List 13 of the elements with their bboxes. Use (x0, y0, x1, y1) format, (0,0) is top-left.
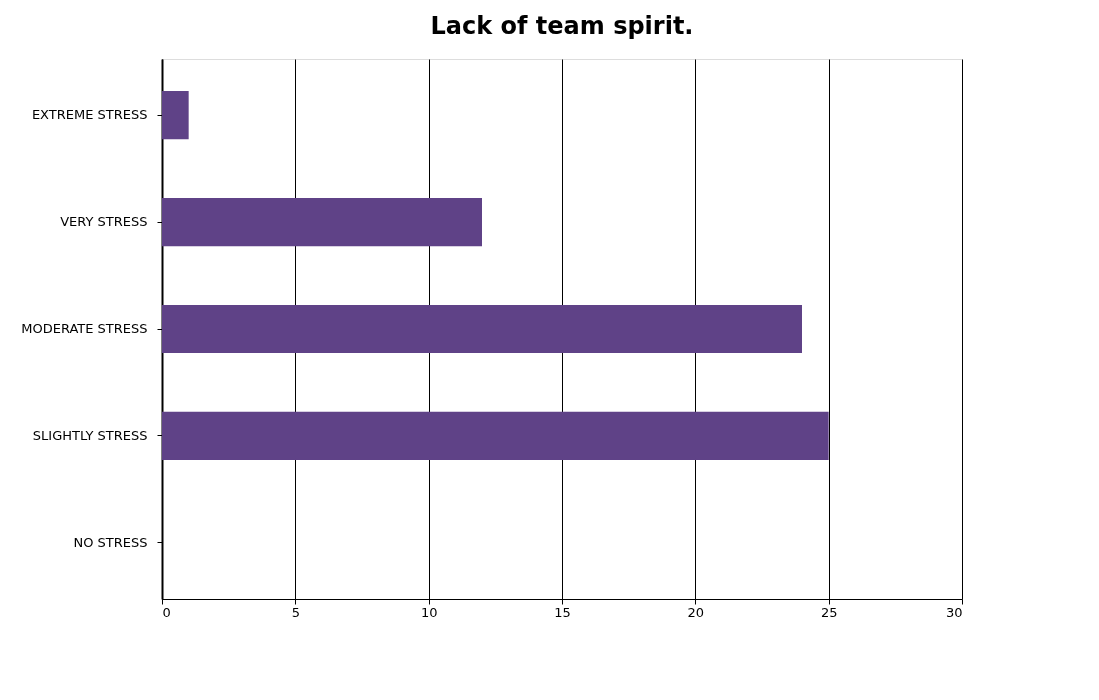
y-tick-label: EXTREME STRESS (31, 107, 148, 123)
x-tick-label: 15 (554, 604, 571, 620)
x-tick-label: 30 (945, 604, 963, 620)
x-tick-label: 20 (687, 604, 705, 620)
chart-title: Lack of team spirit. (430, 12, 694, 40)
y-tick-label: SLIGHTLY STRESS (32, 427, 148, 443)
x-tick-label: 0 (162, 604, 171, 620)
x-tick-label: 10 (420, 604, 438, 620)
y-tick-label: MODERATE STRESS (21, 321, 148, 336)
x-tick-label: 5 (291, 604, 300, 620)
y-tick-label: VERY STRESS (60, 214, 148, 230)
x-tick-label: 25 (820, 604, 838, 620)
y-tick-label: NO STRESS (73, 534, 148, 550)
